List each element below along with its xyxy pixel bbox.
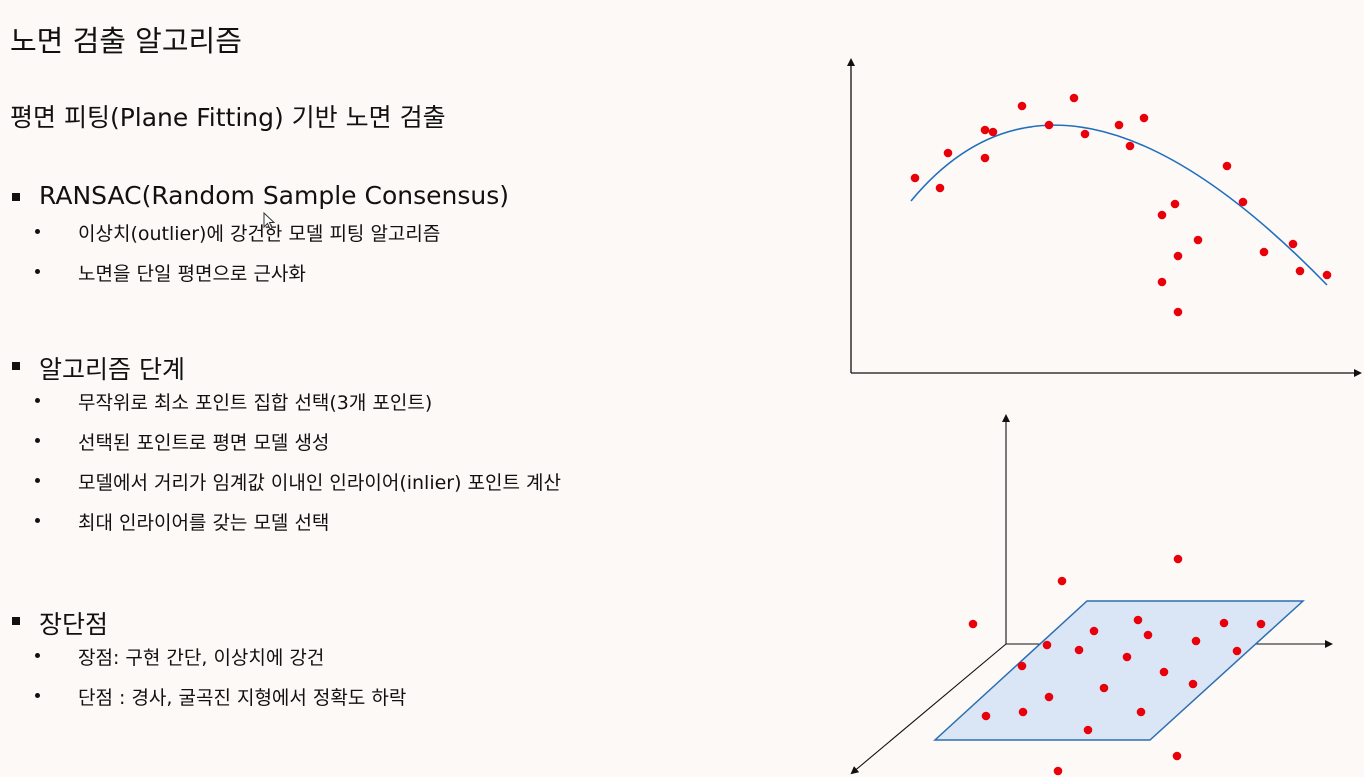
data-point <box>1042 640 1052 650</box>
bullet-item: 최대 인라이어를 갖는 모델 선택 <box>10 508 770 548</box>
data-point <box>1173 251 1183 261</box>
section-algorithm-steps: 알고리즘 단계 무작위로 최소 포인트 집합 선택(3개 포인트) 선택된 포인… <box>10 350 770 548</box>
bullet-text: 모델에서 거리가 임계값 이내인 인라이어(inlier) 포인트 계산 <box>78 472 562 494</box>
bullet-dot-icon <box>35 269 40 274</box>
data-point <box>1157 210 1167 220</box>
data-point <box>1259 247 1269 257</box>
data-point <box>1157 277 1167 287</box>
bullet-list: 장점: 구현 간단, 이상치에 강건 단점 : 경사, 굴곡진 지형에서 정확도… <box>10 643 770 723</box>
data-point <box>1139 113 1149 123</box>
data-point <box>980 153 990 163</box>
square-bullet-icon <box>12 362 20 370</box>
bullet-item: 선택된 포인트로 평면 모델 생성 <box>10 428 770 468</box>
y-axis-3d <box>850 643 1007 775</box>
data-point <box>1288 239 1298 249</box>
plane-fit-diagram <box>850 414 1333 776</box>
bullet-dot-icon <box>35 398 40 403</box>
data-point <box>1256 619 1266 629</box>
bullet-item: 장점: 구현 간단, 이상치에 강건 <box>10 643 770 683</box>
data-point <box>1044 692 1054 702</box>
section-heading: 장단점 <box>10 605 770 639</box>
bullet-item: 단점 : 경사, 굴곡진 지형에서 정확도 하락 <box>10 683 770 723</box>
data-point <box>1122 652 1132 662</box>
data-point <box>1053 766 1063 776</box>
section-heading-text: RANSAC(Random Sample Consensus) <box>39 181 509 210</box>
slide-title: 노면 검출 알고리즘 <box>10 24 242 58</box>
data-point <box>1173 554 1183 564</box>
data-point <box>1057 576 1067 586</box>
bullet-text: 단점 : 경사, 굴곡진 지형에서 정확도 하락 <box>78 687 407 709</box>
bullet-text: 이상치(outlier)에 강건한 모델 피팅 알고리즘 <box>78 223 441 245</box>
data-point <box>1191 636 1201 646</box>
section-ransac: RANSAC(Random Sample Consensus) 이상치(outl… <box>10 181 770 299</box>
data-point <box>968 619 978 629</box>
bullet-list: 이상치(outlier)에 강건한 모델 피팅 알고리즘 노면을 단일 평면으로… <box>10 219 770 299</box>
bullet-dot-icon <box>35 518 40 523</box>
data-point <box>1232 646 1242 656</box>
bullet-dot-icon <box>35 653 40 658</box>
data-point <box>1114 120 1124 130</box>
bullet-text: 선택된 포인트로 평면 모델 생성 <box>78 432 330 454</box>
data-point <box>1159 667 1169 677</box>
data-point <box>1133 615 1143 625</box>
fitted-plane <box>933 600 1305 741</box>
section-heading-text: 장단점 <box>39 610 109 639</box>
bullet-dot-icon <box>35 438 40 443</box>
square-bullet-icon <box>12 193 20 201</box>
mouse-pointer-icon <box>263 212 276 230</box>
bullet-item: 노면을 단일 평면으로 근사화 <box>10 259 770 299</box>
section-pros-cons: 장단점 장점: 구현 간단, 이상치에 강건 단점 : 경사, 굴곡진 지형에서… <box>10 605 770 723</box>
section-heading: 알고리즘 단계 <box>10 350 770 384</box>
data-point <box>1018 707 1028 717</box>
data-point <box>1193 235 1203 245</box>
data-point <box>1295 266 1305 276</box>
data-point <box>935 183 945 193</box>
data-point <box>1170 199 1180 209</box>
data-point <box>1099 683 1109 693</box>
bullet-item: 이상치(outlier)에 강건한 모델 피팅 알고리즘 <box>10 219 770 259</box>
data-point <box>910 173 920 183</box>
section-heading: RANSAC(Random Sample Consensus) <box>10 181 770 215</box>
data-point <box>1188 679 1198 689</box>
data-point <box>1017 101 1027 111</box>
data-point <box>980 125 990 135</box>
bullet-text: 최대 인라이어를 갖는 모델 선택 <box>78 512 330 534</box>
data-point <box>1080 129 1090 139</box>
data-point <box>1074 645 1084 655</box>
data-point <box>1017 661 1027 671</box>
data-point <box>1222 161 1232 171</box>
scatter-points-2d <box>910 93 1332 317</box>
bullet-dot-icon <box>35 229 40 234</box>
data-point <box>1136 707 1146 717</box>
bullet-item: 무작위로 최소 포인트 집합 선택(3개 포인트) <box>10 388 770 428</box>
data-point <box>1238 197 1248 207</box>
bullet-list: 무작위로 최소 포인트 집합 선택(3개 포인트) 선택된 포인트로 평면 모델… <box>10 388 770 548</box>
data-point <box>1219 618 1229 628</box>
slide-subtitle: 평면 피팅(Plane Fitting) 기반 노면 검출 <box>10 103 446 132</box>
data-point <box>1069 93 1079 103</box>
data-point <box>943 148 953 158</box>
data-point <box>1125 141 1135 151</box>
section-heading-text: 알고리즘 단계 <box>39 355 185 384</box>
bullet-text: 장점: 구현 간단, 이상치에 강건 <box>78 647 325 669</box>
data-point <box>1089 626 1099 636</box>
bullet-text: 노면을 단일 평면으로 근사화 <box>78 263 306 285</box>
data-point <box>1083 725 1093 735</box>
data-point <box>1322 270 1332 280</box>
data-point <box>1143 630 1153 640</box>
data-point <box>1044 120 1054 130</box>
scatter-points-3d <box>968 554 1266 776</box>
curve-fit-diagram <box>847 58 1362 377</box>
data-point <box>1173 307 1183 317</box>
fitted-curve <box>910 124 1328 286</box>
data-point <box>988 127 998 137</box>
bullet-item: 모델에서 거리가 임계값 이내인 인라이어(inlier) 포인트 계산 <box>10 468 770 508</box>
data-point <box>981 711 991 721</box>
data-point <box>1172 751 1182 761</box>
bullet-dot-icon <box>35 693 40 698</box>
square-bullet-icon <box>12 617 20 625</box>
bullet-text: 무작위로 최소 포인트 집합 선택(3개 포인트) <box>78 392 433 414</box>
bullet-dot-icon <box>35 478 40 483</box>
